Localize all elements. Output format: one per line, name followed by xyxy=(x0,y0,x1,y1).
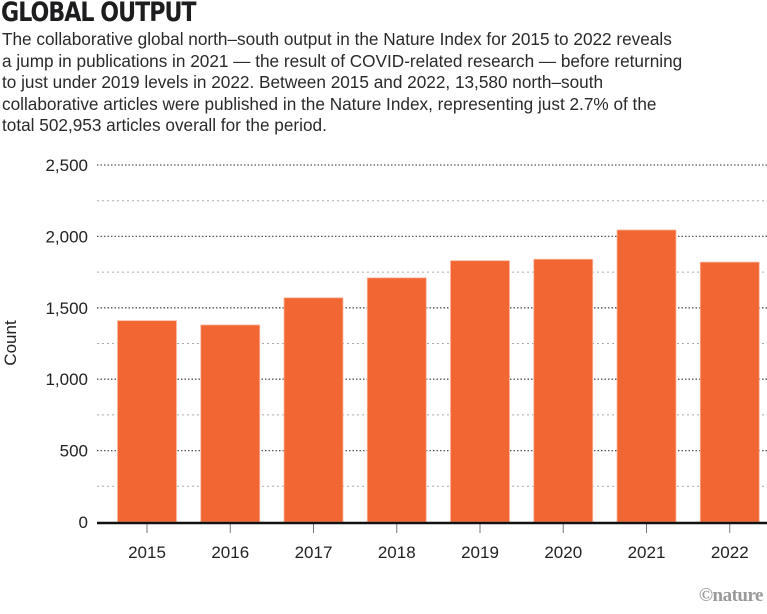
x-tick-label: 2018 xyxy=(378,543,416,562)
x-tick-label: 2015 xyxy=(128,543,166,562)
nature-credit-logo: ©nature xyxy=(698,585,764,606)
chart-description: The collaborative global north–south out… xyxy=(2,29,767,137)
y-tick-label: 500 xyxy=(60,442,88,461)
bar-2019 xyxy=(450,260,510,523)
y-axis-label: Count xyxy=(1,320,20,366)
x-tick-label: 2022 xyxy=(711,543,749,562)
description-line: total 502,953 articles overall for the p… xyxy=(2,115,327,136)
x-tick-label: 2019 xyxy=(461,543,499,562)
description-line: collaborative articles were published in… xyxy=(2,93,657,114)
description-line: a jump in publications in 2021 — the res… xyxy=(2,50,683,71)
x-tick-label: 2016 xyxy=(211,543,249,562)
bar-2021 xyxy=(616,229,677,523)
y-tick-label: 1,000 xyxy=(45,370,88,389)
bar-2017 xyxy=(283,297,344,523)
x-tick-label: 2020 xyxy=(544,543,582,562)
x-tick-label: 2017 xyxy=(295,543,333,562)
bar-2015 xyxy=(117,320,177,523)
x-axis xyxy=(97,521,767,533)
chart-title: GLOBAL OUTPUT xyxy=(1,0,197,28)
x-tick-label: 2021 xyxy=(628,543,666,562)
y-tick-label: 2,000 xyxy=(45,227,88,246)
bar-2018 xyxy=(366,277,427,523)
y-tick-label: 1,500 xyxy=(45,299,88,318)
bars xyxy=(117,229,760,523)
x-axis-tick-labels: 2015 2016 2017 2018 2019 2020 2021 2022 xyxy=(128,543,749,562)
bar-2022 xyxy=(699,261,760,523)
y-tick-label: 2,500 xyxy=(45,156,88,175)
description-line: to just under 2019 levels in 2022. Betwe… xyxy=(2,72,604,93)
bar-2016 xyxy=(200,324,261,523)
description-line: The collaborative global north–south out… xyxy=(2,29,672,49)
y-tick-label: 0 xyxy=(79,513,88,532)
y-axis-tick-labels: 0 500 1,000 1,500 2,000 2,500 xyxy=(45,156,88,532)
bar-2020 xyxy=(533,258,594,523)
